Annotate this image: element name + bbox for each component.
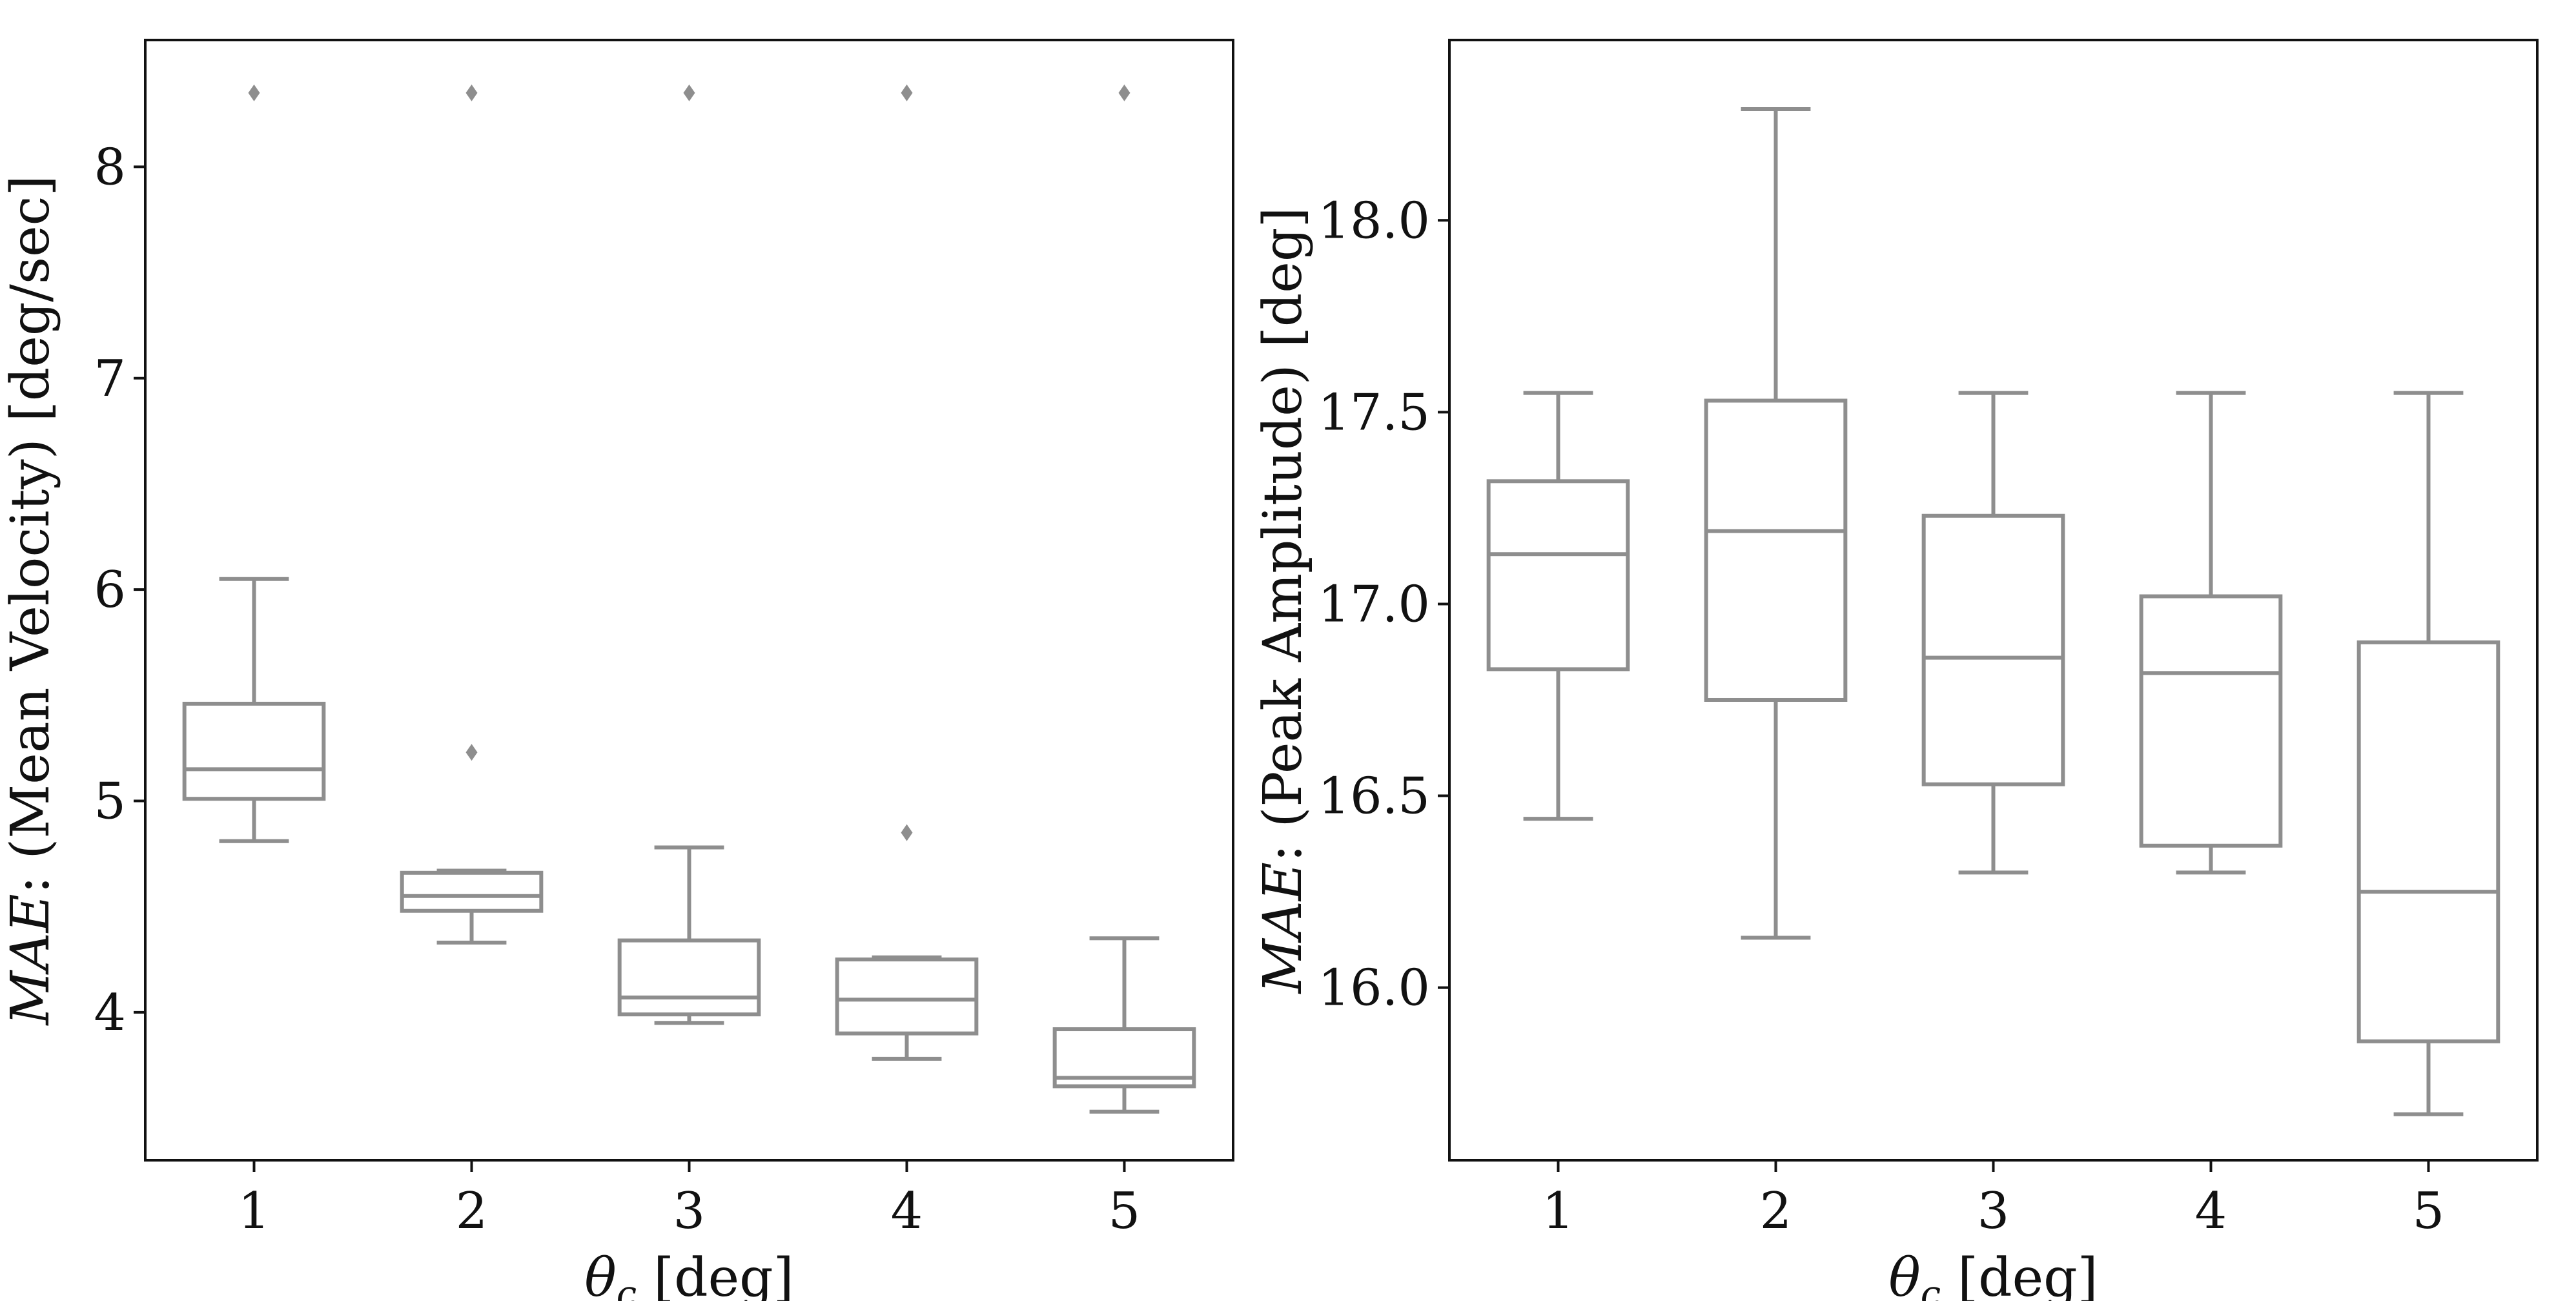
- outlier-point: [465, 744, 478, 761]
- x-axis-label-symbol: θ: [1888, 1247, 1920, 1301]
- plot-frame: [1448, 39, 2539, 1162]
- y-tick-label: 17.5: [1318, 384, 1430, 442]
- x-tick-label: 5: [2413, 1182, 2445, 1240]
- box-iqr: [1052, 1027, 1196, 1089]
- y-axis-label-metric: MAE: [0, 894, 61, 1026]
- x-tick-label: 3: [673, 1182, 706, 1240]
- x-tick-label: 1: [1542, 1182, 1575, 1240]
- x-axis-label-unit: [deg]: [1941, 1247, 2098, 1301]
- y-tick-label: 17.0: [1318, 575, 1430, 633]
- outlier-point: [1118, 84, 1130, 101]
- y-tick-label: 7: [94, 350, 126, 408]
- outlier-point: [683, 84, 695, 101]
- x-tick-label: 2: [456, 1182, 488, 1240]
- x-axis-label-symbol: θ: [584, 1247, 616, 1301]
- y-axis-label: MAE: (Peak Amplitude) [deg]: [1252, 207, 1314, 995]
- x-axis-label-unit: [deg]: [637, 1247, 794, 1301]
- y-tick-label: 6: [94, 561, 126, 619]
- box-iqr: [2139, 594, 2283, 848]
- y-axis-label-text: : (Mean Velocity) [deg/sec]: [0, 176, 61, 894]
- x-tick-label: 4: [2195, 1182, 2227, 1240]
- y-tick-label: 8: [94, 138, 126, 196]
- outlier-point: [465, 84, 478, 101]
- box-iqr: [617, 938, 761, 1017]
- y-tick-label: 16.5: [1318, 768, 1430, 826]
- box-iqr: [182, 701, 326, 801]
- y-tick-label: 16.0: [1318, 959, 1430, 1018]
- y-axis-label: MAE: (Mean Velocity) [deg/sec]: [0, 176, 61, 1027]
- y-tick-label: 5: [94, 772, 126, 830]
- outlier-point: [901, 824, 913, 841]
- y-axis-label-text: : (Peak Amplitude) [deg]: [1252, 207, 1314, 863]
- x-axis-label: θc [deg]: [1888, 1247, 2098, 1301]
- y-axis-label-metric: MAE: [1252, 862, 1314, 994]
- box-iqr: [1704, 398, 1848, 702]
- outlier-point: [248, 84, 260, 101]
- x-axis-label: θc [deg]: [584, 1247, 793, 1301]
- x-axis-label-subscript: c: [1921, 1273, 1941, 1301]
- plot-frame: [144, 39, 1234, 1162]
- x-tick-label: 2: [1760, 1182, 1792, 1240]
- x-axis-label-subscript: c: [617, 1273, 637, 1301]
- box-iqr: [400, 870, 544, 913]
- x-tick-label: 3: [1978, 1182, 2010, 1240]
- outlier-point: [901, 84, 913, 101]
- box-iqr: [1486, 479, 1630, 671]
- x-tick-label: 1: [238, 1182, 271, 1240]
- x-tick-label: 4: [891, 1182, 923, 1240]
- box-iqr: [835, 958, 979, 1036]
- y-tick-label: 18.0: [1318, 192, 1430, 250]
- left-boxplot-panel: 4 5 6 7 8 1 2 3 4 5 θc [deg] MAE: (Mean Velocity) […: [0, 39, 1234, 1301]
- right-boxplot-panel: 16.0 16.5 17.0 17.5 18.0 1 2 3 4 5 θc [deg] MAE: (P…: [1252, 39, 2539, 1301]
- y-tick-label: 4: [94, 984, 126, 1042]
- box-iqr: [1921, 513, 2065, 786]
- box-iqr: [2356, 640, 2500, 1043]
- x-tick-label: 5: [1109, 1182, 1141, 1240]
